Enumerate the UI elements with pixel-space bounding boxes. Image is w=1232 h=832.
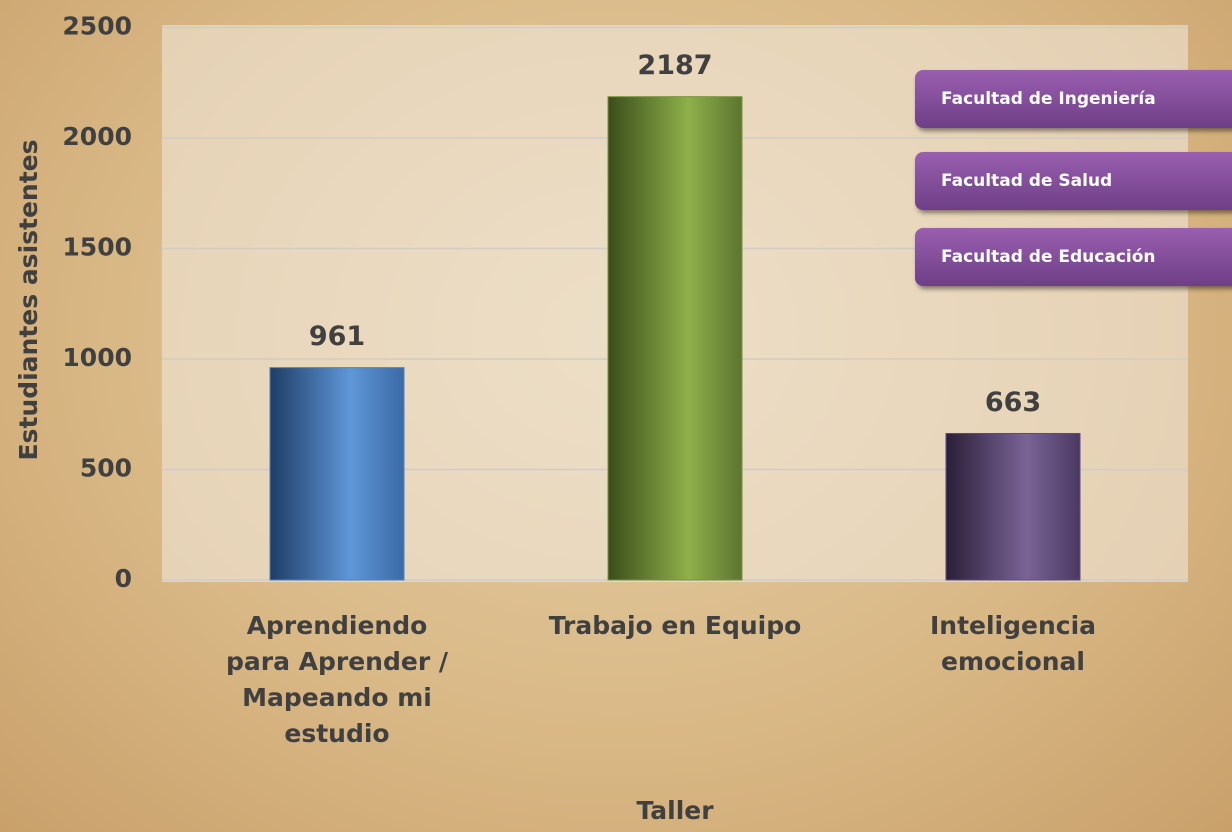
y-tick-label: 500: [80, 454, 132, 483]
bar: [945, 432, 1081, 581]
x-tick-label: Aprendiendo para Aprender / Mapeando mi …: [225, 611, 448, 748]
y-tick-label: 1500: [62, 233, 132, 262]
x-axis-label: Taller: [636, 796, 714, 825]
y-axis-label: Estudiantes asistentes: [14, 139, 43, 460]
bar: [269, 367, 405, 581]
y-tick-label: 1000: [62, 343, 132, 372]
y-tick-label: 2500: [62, 12, 132, 41]
x-tick-label: Trabajo en Equipo: [548, 611, 802, 640]
faculty-box: Facultad de Salud: [915, 152, 1232, 210]
faculty-box: Facultad de Ingeniería: [915, 70, 1232, 128]
value-label: 961: [309, 321, 365, 352]
faculty-box: Facultad de Educación: [915, 228, 1232, 286]
y-tick-label: 2000: [62, 122, 132, 151]
x-tick-label: Inteligencia emocional: [929, 611, 1097, 676]
value-label: 2187: [637, 50, 712, 81]
y-tick-label: 0: [115, 564, 132, 593]
value-label: 663: [985, 387, 1041, 418]
bar: [607, 96, 743, 581]
